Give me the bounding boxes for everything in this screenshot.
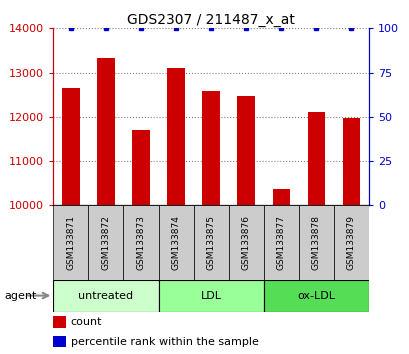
Bar xyxy=(263,205,298,280)
Text: GSM133873: GSM133873 xyxy=(136,215,145,270)
Bar xyxy=(53,316,66,328)
Bar xyxy=(342,118,360,354)
Bar xyxy=(307,113,324,354)
Text: GSM133875: GSM133875 xyxy=(206,215,215,270)
Text: GSM133878: GSM133878 xyxy=(311,215,320,270)
Bar xyxy=(53,280,158,312)
Bar xyxy=(53,336,66,347)
Bar xyxy=(263,280,368,312)
Bar xyxy=(158,280,263,312)
Bar xyxy=(202,91,219,354)
Text: GSM133879: GSM133879 xyxy=(346,215,355,270)
Text: GSM133877: GSM133877 xyxy=(276,215,285,270)
Bar xyxy=(333,205,368,280)
Title: GDS2307 / 211487_x_at: GDS2307 / 211487_x_at xyxy=(127,13,294,27)
Text: agent: agent xyxy=(4,291,36,301)
Text: count: count xyxy=(70,317,102,327)
Bar xyxy=(228,205,263,280)
Bar xyxy=(88,205,123,280)
Text: ox-LDL: ox-LDL xyxy=(297,291,335,301)
Bar xyxy=(123,205,158,280)
Bar xyxy=(237,96,254,354)
Text: GSM133876: GSM133876 xyxy=(241,215,250,270)
Bar xyxy=(97,58,115,354)
Text: GSM133874: GSM133874 xyxy=(171,215,180,270)
Text: GSM133871: GSM133871 xyxy=(66,215,75,270)
Text: GSM133872: GSM133872 xyxy=(101,215,110,270)
Bar xyxy=(272,189,289,354)
Text: LDL: LDL xyxy=(200,291,221,301)
Text: percentile rank within the sample: percentile rank within the sample xyxy=(70,337,258,347)
Bar xyxy=(167,68,184,354)
Text: untreated: untreated xyxy=(78,291,133,301)
Bar xyxy=(193,205,228,280)
Bar xyxy=(158,205,193,280)
Bar xyxy=(62,88,79,354)
Bar xyxy=(132,130,149,354)
Bar xyxy=(53,205,88,280)
Bar xyxy=(298,205,333,280)
